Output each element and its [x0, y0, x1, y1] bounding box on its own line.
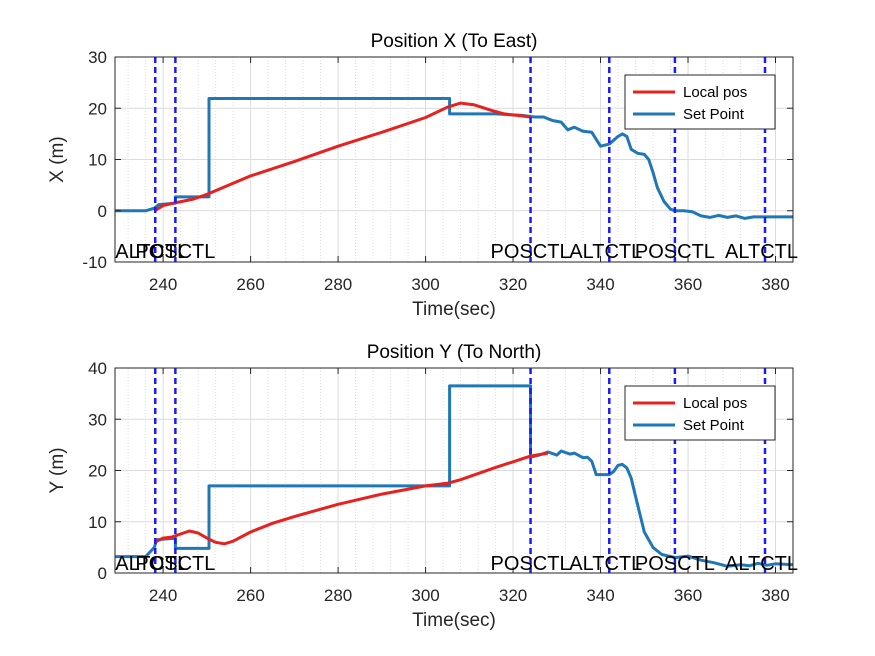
x-tick-label: 320	[499, 586, 527, 605]
mode-label: ALTCTL	[115, 553, 188, 575]
legend-entry: Local pos	[683, 84, 747, 101]
y-tick-label: 10	[88, 151, 107, 170]
plot-panel-1: 240 260 280 300 320 340 360 380 -10 0 10 20 30 ALTCTL…	[47, 31, 798, 320]
y-tick-label: 0	[98, 564, 107, 583]
x-tick-label: 320	[499, 275, 527, 294]
series-line-local-pos	[153, 101, 531, 213]
x-axis-label: Time(sec)	[412, 299, 496, 320]
legend-entry: Set Point	[683, 106, 745, 123]
x-tick-label: 340	[586, 275, 614, 294]
x-tick-label: 360	[674, 275, 702, 294]
plot-panel-2: 240 260 280 300 320 340 360 380010203040ALTCTLP…	[47, 342, 798, 631]
series-line-local-pos	[153, 451, 549, 546]
mode-label: POSCTL	[135, 241, 215, 263]
mode-label: ALTCTL	[725, 553, 798, 575]
y-axis-label: X (m)	[47, 136, 68, 182]
mode-label: POSCTL	[491, 241, 571, 263]
legend: Local pos Set Point	[624, 385, 776, 441]
x-tick-label: 280	[324, 275, 352, 294]
mode-label: ALTCTL	[725, 241, 798, 263]
legend-box	[624, 385, 776, 441]
legend: Local pos Set Point	[624, 74, 776, 130]
y-tick-label: 30	[88, 410, 107, 429]
mode-label: POSCTL	[635, 553, 715, 575]
x-tick-label: 260	[236, 586, 264, 605]
y-axis-label: Y (m)	[47, 447, 68, 493]
y-tick-label: 30	[88, 48, 107, 67]
x-tick-label: 380	[761, 275, 789, 294]
x-tick-label: 300	[411, 586, 439, 605]
x-tick-label: 240	[149, 275, 177, 294]
series-line-set-point	[115, 384, 793, 568]
y-tick-label: 40	[88, 359, 107, 378]
mode-label: POSCTL	[491, 553, 571, 575]
mode-label: ALTCTL	[569, 553, 642, 575]
chart-title: Position Y (To North)	[367, 342, 542, 363]
x-tick-label: 380	[761, 586, 789, 605]
chart-title: Position X (To East)	[371, 31, 538, 52]
y-tick-label: 10	[88, 513, 107, 532]
x-tick-label: 340	[586, 586, 614, 605]
mode-label: ALTCTL	[569, 241, 642, 263]
y-tick-label: -10	[82, 253, 107, 272]
x-tick-label: 260	[236, 275, 264, 294]
series-line-set-point	[115, 97, 793, 220]
legend-entry: Local pos	[683, 395, 747, 412]
legend-box	[624, 74, 776, 130]
x-axis-label: Time(sec)	[412, 610, 496, 631]
x-tick-label: 300	[411, 275, 439, 294]
mode-label: POSCTL	[635, 241, 715, 263]
y-tick-label: 20	[88, 462, 107, 481]
y-tick-label: 20	[88, 99, 107, 118]
x-tick-label: 360	[674, 586, 702, 605]
x-tick-label: 240	[149, 586, 177, 605]
mode-label: ALTCTL	[115, 241, 188, 263]
mode-label: POSCTL	[135, 553, 215, 575]
y-tick-label: 0	[98, 202, 107, 221]
x-tick-label: 280	[324, 586, 352, 605]
legend-entry: Set Point	[683, 417, 745, 434]
